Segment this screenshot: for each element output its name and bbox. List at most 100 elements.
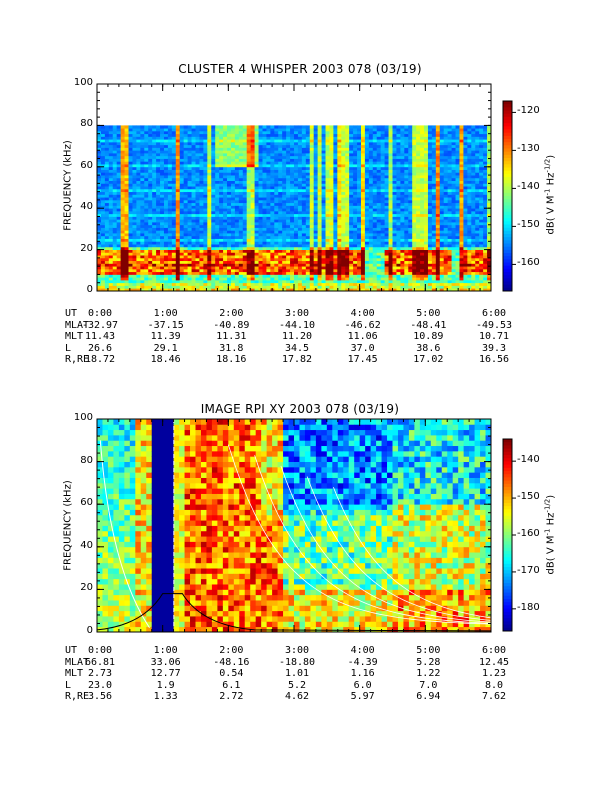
heat-cell	[266, 257, 271, 262]
heat-cell	[128, 252, 133, 256]
heat-cell	[120, 241, 125, 245]
heat-cell	[171, 285, 177, 289]
heat-cell	[321, 227, 326, 231]
heat-cell	[301, 164, 307, 168]
heat-cell	[171, 133, 177, 137]
heat-cell	[199, 263, 204, 267]
heat-cell	[333, 172, 338, 176]
heat-cell	[420, 175, 425, 179]
heat-cell	[104, 158, 110, 162]
heat-cell	[420, 202, 425, 206]
heat-cell	[175, 202, 181, 206]
heat-cell	[199, 230, 204, 234]
heat-cell	[376, 224, 382, 228]
heat-cell	[223, 194, 228, 198]
heat-cell	[286, 213, 291, 217]
heat-cell	[195, 183, 200, 187]
heat-cell	[262, 199, 267, 204]
heat-cell	[360, 219, 366, 223]
heat-cell	[329, 172, 334, 176]
heat-cell	[349, 177, 354, 181]
heat-cell	[211, 227, 216, 231]
heat-cell	[392, 213, 397, 217]
heat-cell	[120, 282, 125, 286]
heat-cell	[420, 271, 425, 275]
heat-cell	[100, 183, 106, 187]
heat-cell	[337, 202, 342, 206]
heat-cell	[167, 285, 173, 289]
heat-cell	[380, 260, 386, 264]
heat-cell	[120, 194, 125, 198]
heat-cell	[317, 241, 322, 245]
heat-cell	[112, 155, 118, 159]
heat-cell	[282, 158, 287, 162]
heat-cell	[238, 155, 244, 159]
heat-cell	[215, 155, 220, 159]
heat-cell	[97, 274, 102, 278]
heat-cell	[384, 202, 389, 206]
heat-cell	[254, 130, 259, 135]
heat-cell	[199, 268, 204, 273]
heat-cell	[400, 139, 405, 143]
heat-cell	[270, 257, 275, 262]
heat-cell	[345, 224, 350, 228]
heat-cell	[420, 263, 425, 267]
heat-cell	[416, 172, 421, 176]
heat-cell	[163, 233, 169, 237]
heat-cell	[412, 155, 417, 159]
heat-cell	[108, 180, 114, 184]
heat-cell	[120, 246, 125, 250]
heat-cell	[100, 235, 106, 239]
heat-cell	[199, 139, 204, 143]
heat-cell	[317, 288, 322, 292]
heat-cell	[329, 244, 334, 248]
heat-cell	[349, 125, 354, 129]
heat-cell	[376, 285, 382, 289]
heat-cell	[345, 202, 350, 206]
heat-cell	[132, 224, 137, 228]
heat-cell	[116, 141, 122, 146]
heat-cell	[203, 172, 208, 176]
heat-cell	[404, 155, 409, 159]
heat-cell	[207, 271, 212, 275]
heat-cell	[132, 288, 137, 292]
heat-cell	[242, 235, 248, 239]
heat-cell	[100, 141, 106, 146]
heat-cell	[301, 147, 307, 151]
heat-cell	[97, 249, 102, 253]
heat-cell	[384, 197, 389, 201]
heat-cell	[136, 285, 141, 289]
heat-cell	[203, 202, 208, 206]
heat-cell	[223, 136, 228, 140]
heat-cell	[97, 277, 102, 281]
heat-cell	[223, 172, 228, 176]
heat-cell	[171, 202, 177, 206]
heat-cell	[309, 144, 315, 148]
heat-cell	[325, 230, 330, 234]
heat-cell	[156, 128, 161, 132]
heat-cell	[132, 166, 137, 170]
heat-cell	[223, 141, 228, 146]
heat-cell	[372, 288, 378, 292]
heat-cell	[372, 268, 378, 273]
heat-cell	[160, 263, 165, 267]
heat-cell	[179, 186, 185, 190]
heat-cell	[345, 238, 350, 242]
heat-cell	[329, 277, 334, 281]
heat-cell	[384, 244, 389, 248]
heat-cell	[345, 252, 350, 256]
heat-cell	[412, 130, 417, 135]
heat-cell	[329, 144, 334, 148]
heat-cell	[404, 282, 409, 286]
heat-cell	[242, 255, 248, 259]
heat-cell	[262, 274, 267, 278]
heat-cell	[187, 244, 192, 248]
heat-cell	[219, 180, 224, 184]
heat-cell	[416, 274, 421, 278]
heat-cell	[329, 235, 334, 239]
heat-cell	[148, 279, 153, 284]
heat-cell	[171, 271, 177, 275]
heat-cell	[353, 166, 358, 170]
heat-cell	[163, 136, 169, 140]
heat-cell	[325, 216, 330, 220]
